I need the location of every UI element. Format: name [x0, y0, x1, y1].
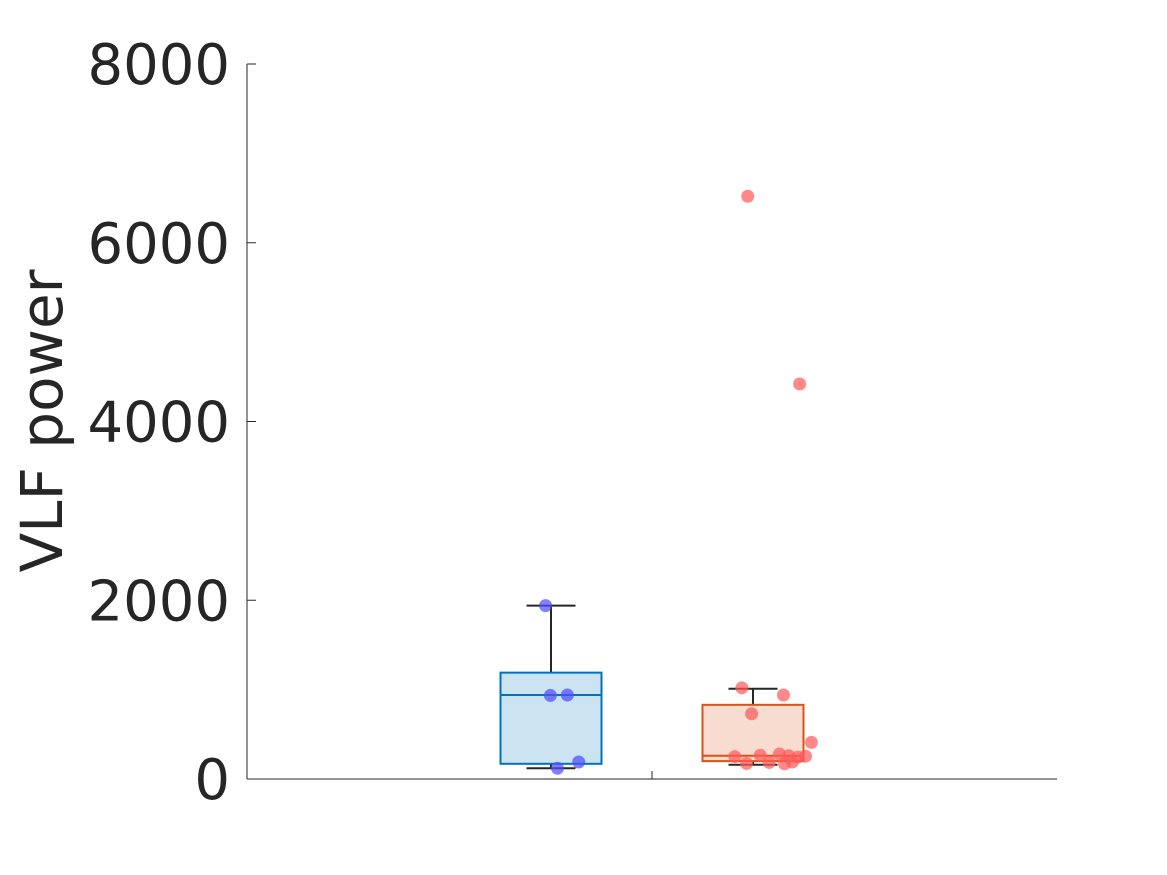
data-point: [785, 755, 799, 769]
y-tick-label: 0: [194, 748, 230, 813]
y-tick-label: 6000: [87, 212, 230, 277]
data-point: [777, 688, 791, 702]
data-point: [550, 761, 564, 775]
data-point: [728, 750, 742, 764]
y-axis-label: VLF power: [8, 269, 76, 572]
box-iqr: [499, 671, 603, 765]
y-tick-label: 2000: [87, 569, 230, 634]
data-point: [539, 599, 553, 613]
data-point: [735, 681, 749, 695]
y-tick-label: 8000: [87, 33, 230, 98]
data-point: [762, 755, 776, 769]
y-tick-label: 4000: [87, 391, 230, 456]
data-point: [572, 755, 586, 769]
data-point: [745, 707, 759, 721]
axes: [246, 64, 1057, 780]
boxes: [499, 604, 805, 770]
box-group-1: [499, 604, 603, 770]
data-point: [560, 688, 574, 702]
data-point: [804, 735, 818, 749]
data-point: [753, 748, 767, 762]
data-point: [741, 189, 755, 203]
data-point: [543, 688, 557, 702]
data-point: [799, 749, 813, 763]
data-point: [793, 377, 807, 391]
data-point: [740, 756, 754, 770]
y-axis-ticks: 0 2000 4000 6000 8000: [87, 33, 256, 813]
data-points: [539, 189, 818, 775]
